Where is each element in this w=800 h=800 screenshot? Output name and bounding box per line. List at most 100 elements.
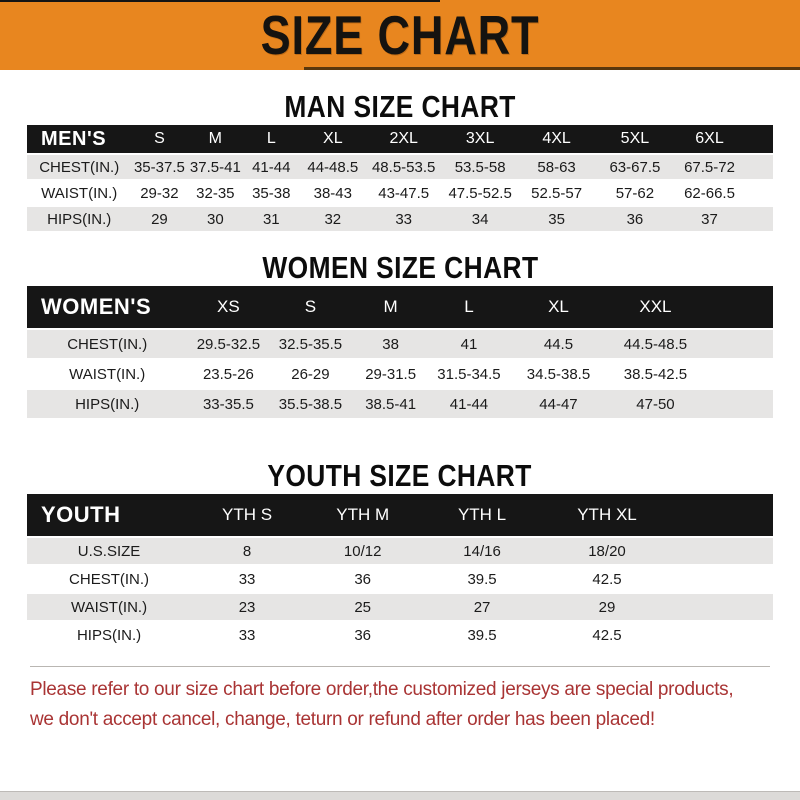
row-label: CHEST(IN.) — [39, 158, 120, 176]
size-cell: 62-66.5 — [684, 184, 735, 202]
cell-spacer — [672, 621, 773, 648]
column-header: XXL — [639, 297, 672, 316]
size-cell: 36 — [354, 570, 372, 588]
bottom-edge-strip — [0, 791, 800, 800]
man-size-chart-section: MAN SIZE CHART MEN'S S M L XL 2XL 3XL 4XL 5XL 6XL… — [0, 70, 800, 231]
size-cell: 63-67.5 — [609, 158, 661, 176]
table-header-row: WOMEN'S XS S M L XL XXL — [27, 286, 773, 329]
table-header: MEN'S S M L XL 2XL 3XL 4XL 5XL 6XL — [27, 125, 773, 154]
youth-size-table: YOUTH YTH S YTH M YTH L YTH XL U.S.SIZE 8 10/1… — [27, 494, 773, 648]
size-cell: 33 — [395, 210, 413, 228]
size-cell: 32-35 — [196, 184, 235, 202]
cell-spacer — [672, 565, 773, 593]
column-header: S — [304, 297, 317, 316]
women-size-table: WOMEN'S XS S M L XL XXL CHEST(IN.) 29.5-32.5 32.… — [27, 286, 773, 418]
table-row: U.S.SIZE 8 10/12 14/16 18/20 — [27, 537, 773, 565]
table-body: CHEST(IN.) 35-37.5 37.5-41 41-44 44-48.5 48.5… — [27, 154, 773, 231]
row-label: CHEST(IN.) — [69, 570, 150, 588]
divider-line — [30, 666, 770, 667]
size-cell: 26-29 — [291, 365, 330, 383]
table-corner-label: WOMEN'S — [41, 294, 152, 319]
size-cell: 8 — [242, 542, 252, 560]
column-header: L — [464, 297, 474, 316]
size-cell: 42.5 — [592, 570, 622, 588]
table-header-row: MEN'S S M L XL 2XL 3XL 4XL 5XL 6XL — [27, 125, 773, 154]
table-row: HIPS(IN.) 33 36 39.5 42.5 — [27, 621, 773, 648]
size-cell: 47.5-52.5 — [448, 184, 512, 202]
row-label: U.S.SIZE — [77, 542, 141, 560]
size-cell: 53.5-58 — [454, 158, 506, 176]
size-cell: 25 — [354, 598, 372, 616]
row-label: HIPS(IN.) — [75, 395, 140, 413]
row-label: CHEST(IN.) — [67, 335, 148, 353]
size-cell: 35-38 — [252, 184, 291, 202]
column-header: S — [154, 130, 165, 147]
size-cell: 57-62 — [615, 184, 655, 202]
size-cell: 43-47.5 — [378, 184, 430, 202]
size-cell: 23 — [238, 598, 256, 616]
size-cell: 47-50 — [636, 395, 675, 413]
cell-spacer — [672, 593, 773, 621]
column-header: 3XL — [465, 130, 495, 147]
size-cell: 35-37.5 — [133, 158, 185, 176]
table-row: WAIST(IN.) 23 25 27 29 — [27, 593, 773, 621]
size-cell: 44.5 — [543, 335, 574, 353]
table-header: WOMEN'S XS S M L XL XXL — [27, 286, 773, 329]
size-cell: 33 — [238, 570, 256, 588]
header-spacer — [672, 494, 773, 537]
cell-spacer — [743, 154, 773, 180]
cell-spacer — [743, 180, 773, 206]
size-cell: 34 — [471, 210, 489, 228]
size-cell: 35 — [548, 210, 565, 228]
column-header: 4XL — [542, 130, 571, 147]
size-cell: 33-35.5 — [202, 395, 254, 413]
cell-spacer — [672, 537, 773, 565]
row-label: WAIST(IN.) — [69, 365, 146, 383]
table-row: CHEST(IN.) 33 36 39.5 42.5 — [27, 565, 773, 593]
table-body: CHEST(IN.) 29.5-32.5 32.5-35.5 38 41 44.5 44.5… — [27, 329, 773, 418]
banner: SIZE CHART — [0, 0, 800, 70]
size-cell: 39.5 — [467, 626, 497, 644]
size-cell: 29-31.5 — [365, 365, 417, 383]
table-row: HIPS(IN.) 29 30 31 32 33 34 35 36 37 — [27, 206, 773, 231]
size-cell: 37.5-41 — [189, 158, 241, 176]
row-label: HIPS(IN.) — [47, 210, 112, 228]
table-corner-label: MEN'S — [41, 127, 107, 150]
women-size-chart-section: WOMEN SIZE CHART WOMEN'S XS S M L XL XXL CHEST… — [0, 231, 800, 418]
size-cell: 42.5 — [592, 626, 622, 644]
row-label: WAIST(IN.) — [71, 598, 148, 616]
size-cell: 41-44 — [252, 158, 291, 176]
size-cell: 14/16 — [463, 542, 501, 560]
size-cell: 44-48.5 — [307, 158, 359, 176]
row-label: HIPS(IN.) — [76, 626, 142, 644]
size-cell: 38.5-42.5 — [623, 365, 688, 383]
cell-spacer — [743, 206, 773, 231]
size-cell: 38 — [382, 335, 399, 353]
size-cell: 38-43 — [313, 184, 352, 202]
man-size-table: MEN'S S M L XL 2XL 3XL 4XL 5XL 6XL CHEST(IN.) 35-3… — [27, 125, 773, 231]
size-cell: 18/20 — [588, 542, 626, 560]
youth-section-heading: YOUTH SIZE CHART — [267, 458, 533, 493]
column-header: XS — [217, 297, 240, 316]
size-cell: 31 — [262, 210, 280, 228]
table-row: CHEST(IN.) 29.5-32.5 32.5-35.5 38 41 44.5 44.5… — [27, 329, 773, 359]
size-cell: 36 — [354, 626, 372, 644]
column-header: XL — [548, 297, 569, 316]
column-header: 5XL — [620, 130, 650, 147]
table-header-row: YOUTH YTH S YTH M YTH L YTH XL — [27, 494, 773, 537]
man-section-heading: MAN SIZE CHART — [284, 89, 516, 124]
header-spacer — [743, 125, 773, 154]
size-cell: 34.5-38.5 — [526, 365, 591, 383]
size-cell: 67.5-72 — [684, 158, 735, 176]
cell-spacer — [702, 389, 773, 418]
size-cell: 39.5 — [467, 570, 497, 588]
page-title: SIZE CHART — [260, 4, 540, 66]
size-cell: 29.5-32.5 — [196, 335, 261, 353]
column-header: YTH S — [222, 505, 273, 524]
cell-spacer — [702, 359, 773, 389]
row-label: WAIST(IN.) — [41, 184, 118, 202]
size-cell: 29 — [598, 598, 616, 616]
table-header: YOUTH YTH S YTH M YTH L YTH XL — [27, 494, 773, 537]
banner-top-edge-line — [0, 0, 440, 2]
size-cell: 30 — [207, 210, 224, 228]
